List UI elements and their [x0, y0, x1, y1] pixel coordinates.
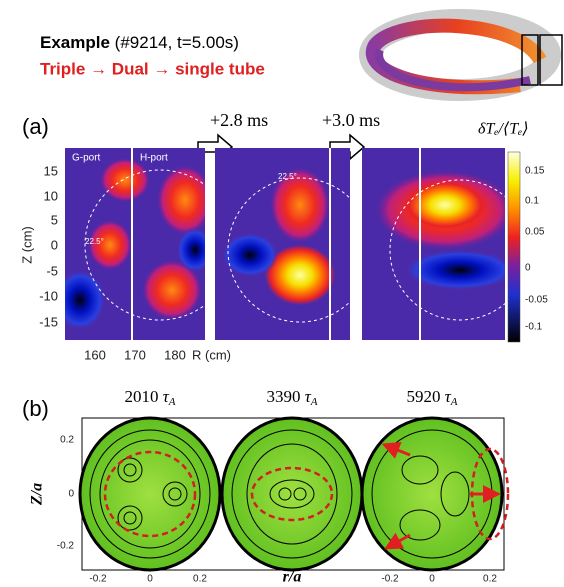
y-tick-label: -15	[39, 314, 58, 329]
colorbar-tick: -0.1	[525, 322, 543, 333]
step-label: +2.8 ms	[210, 110, 268, 130]
panel-label: (b)	[22, 396, 49, 421]
y-tick-label: 0	[68, 489, 74, 500]
port-label: H-port	[140, 153, 168, 164]
colorbar-tick: 0.1	[525, 196, 539, 207]
x-tick-label: 170	[124, 347, 146, 362]
time-label: 2010 τA	[124, 387, 175, 408]
time-label: 3390 τA	[266, 387, 317, 408]
port-label: G-port	[72, 153, 101, 164]
x-tick-label: -0.2	[381, 574, 399, 585]
colorbar	[508, 152, 520, 342]
angle-label: 22.5°	[85, 237, 104, 246]
y-tick-label: -5	[46, 263, 58, 278]
y-axis-label: Z (cm)	[19, 226, 34, 264]
x-tick-label: 180	[164, 347, 186, 362]
y-tick-label: -0.2	[57, 541, 75, 552]
y-tick-label: 15	[44, 163, 58, 178]
torus-illustration	[370, 20, 562, 90]
colorbar-tick: 0.15	[525, 166, 545, 177]
colorbar-tick: 0	[525, 263, 531, 274]
x-tick-label: 0	[429, 574, 435, 585]
y-axis-label: Z/a	[29, 483, 46, 506]
colorbar-title: δTₑ/⟨Tₑ⟩	[478, 121, 529, 138]
panel-label: (a)	[22, 114, 49, 139]
flux-plot	[80, 418, 508, 570]
figure: Example (#9214, t=5.00s) Triple → Dual →…	[0, 0, 564, 587]
heatmap: G-port H-port 22.5°	[55, 148, 235, 340]
colorbar-tick: 0.05	[525, 227, 545, 238]
x-tick-label: -0.2	[89, 574, 107, 585]
colorbar-tick: -0.05	[525, 295, 548, 306]
x-axis-label: r/a	[283, 569, 302, 586]
x-tick-label: 0.2	[483, 574, 497, 585]
x-tick-label: 160	[84, 347, 106, 362]
x-axis-label: R (cm)	[192, 347, 231, 362]
header-subtitle: Triple → Dual → single tube	[40, 59, 265, 78]
y-tick-label: 0.2	[60, 435, 74, 446]
y-tick-label: 10	[44, 188, 58, 203]
step-label: +3.0 ms	[322, 110, 380, 130]
y-tick-label: -10	[39, 288, 58, 303]
heatmap	[362, 148, 530, 340]
heatmap: 22.5°	[215, 148, 372, 340]
x-tick-label: 0.2	[193, 574, 207, 585]
time-label: 5920 τA	[406, 387, 457, 408]
x-tick-label: 0	[147, 574, 153, 585]
y-tick-label: 5	[51, 212, 58, 227]
y-tick-label: 0	[51, 237, 58, 252]
angle-label: 22.5°	[278, 172, 297, 181]
header-title: Example (#9214, t=5.00s)	[40, 33, 239, 52]
